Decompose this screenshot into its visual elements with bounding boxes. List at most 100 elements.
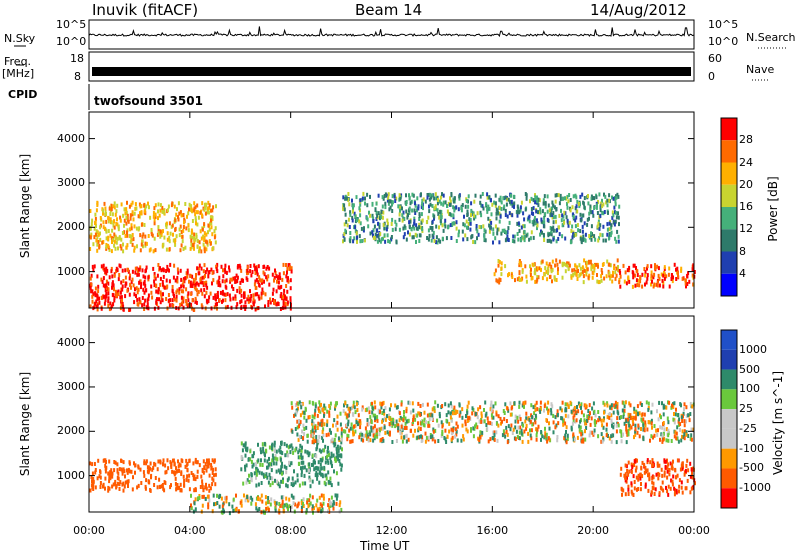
- x-tick-label: 12:00: [375, 524, 408, 537]
- power-cell: [613, 263, 616, 268]
- velocity-cell: [683, 432, 686, 437]
- power-cell: [112, 293, 115, 298]
- velocity-cell: [518, 430, 521, 435]
- power-cell: [212, 246, 215, 251]
- velocity-cell: [282, 495, 285, 500]
- velocity-cell: [519, 417, 522, 422]
- power-cell: [481, 192, 484, 196]
- velocity-cell: [356, 402, 358, 407]
- power-cell: [398, 193, 401, 198]
- velocity-cell: [678, 484, 681, 489]
- velocity-cell: [299, 455, 301, 460]
- velocity-cell: [557, 421, 560, 426]
- velocity-cell: [210, 463, 213, 467]
- velocity-cell: [634, 468, 637, 473]
- power-cell: [441, 236, 444, 241]
- velocity-cell: [323, 480, 326, 485]
- power-cell: [216, 306, 218, 311]
- velocity-cell: [672, 405, 675, 410]
- power-cell: [379, 213, 382, 218]
- power-cell: [180, 243, 183, 248]
- power-cell: [224, 305, 227, 310]
- velocity-cell: [637, 412, 640, 417]
- velocity-cell: [372, 413, 375, 418]
- velocity-cell: [355, 420, 358, 424]
- velocity-cell: [240, 441, 243, 446]
- power-cell: [284, 296, 287, 301]
- velocity-cell: [351, 426, 354, 431]
- power-cell: [403, 232, 406, 237]
- velocity-cell: [255, 475, 257, 480]
- power-cell: [262, 270, 265, 275]
- power-cell: [532, 263, 535, 268]
- velocity-cell: [683, 407, 685, 412]
- velocity-cell: [289, 444, 292, 449]
- velocity-cell: [311, 433, 314, 438]
- velocity-cell: [366, 418, 369, 422]
- velocity-cell: [300, 460, 303, 465]
- velocity-cell: [327, 460, 330, 465]
- power-cell: [566, 263, 569, 268]
- power-cell: [626, 268, 629, 273]
- velocity-cell: [165, 469, 168, 474]
- power-cell: [487, 216, 490, 221]
- velocity-cell: [399, 415, 402, 420]
- power-cell: [650, 276, 653, 281]
- velocity-cell: [187, 478, 190, 483]
- power-cell: [119, 264, 122, 269]
- velocity-cell: [132, 475, 134, 480]
- power-cell: [537, 197, 540, 202]
- power-cell: [128, 234, 131, 239]
- velocity-cell: [206, 494, 209, 499]
- velocity-cell: [147, 480, 150, 485]
- power-cell: [159, 208, 162, 213]
- velocity-cell: [582, 439, 585, 444]
- power-cell: [113, 232, 116, 237]
- velocity-cell: [199, 485, 202, 489]
- velocity-cell: [417, 421, 419, 426]
- velocity-cell: [565, 440, 568, 445]
- velocity-cell: [193, 501, 196, 506]
- power-cell: [391, 194, 394, 199]
- power-cell: [216, 280, 219, 285]
- power-cell: [508, 211, 511, 216]
- power-cell: [96, 293, 99, 298]
- power-cell: [167, 204, 170, 209]
- power-cell: [636, 283, 639, 287]
- velocity-cell: [320, 493, 323, 498]
- power-cell: [546, 238, 549, 243]
- power-cell: [190, 204, 193, 209]
- velocity-cell: [338, 459, 341, 463]
- power-cell: [438, 225, 440, 230]
- velocity-cell: [622, 432, 624, 437]
- power-cell: [572, 215, 575, 219]
- power-cell: [460, 206, 463, 211]
- power-cell: [579, 266, 582, 271]
- velocity-cell: [201, 479, 204, 484]
- velocity-cell: [122, 467, 125, 472]
- power-cell: [107, 296, 110, 301]
- power-cell: [532, 206, 535, 211]
- velocity-cell: [180, 472, 183, 476]
- power-cell: [542, 198, 545, 203]
- power-cell: [128, 292, 131, 297]
- velocity-cell: [473, 426, 476, 431]
- velocity-cell: [152, 465, 155, 470]
- power-cell: [229, 277, 232, 282]
- power-cell: [138, 297, 141, 302]
- power-cell: [480, 203, 483, 208]
- velocity-cell: [343, 403, 345, 408]
- velocity-cell: [99, 475, 102, 480]
- velocity-cell: [548, 426, 551, 431]
- power-cell: [98, 300, 101, 305]
- velocity-cell: [376, 418, 379, 423]
- velocity-cell: [386, 414, 388, 419]
- power-cell: [544, 266, 547, 271]
- noise-trace: [88, 26, 694, 38]
- velocity-cell: [454, 427, 457, 432]
- power-cell: [120, 295, 123, 300]
- power-cell: [105, 244, 108, 249]
- velocity-cell: [346, 404, 349, 409]
- velocity-cell: [441, 429, 444, 434]
- power-cell: [144, 298, 147, 303]
